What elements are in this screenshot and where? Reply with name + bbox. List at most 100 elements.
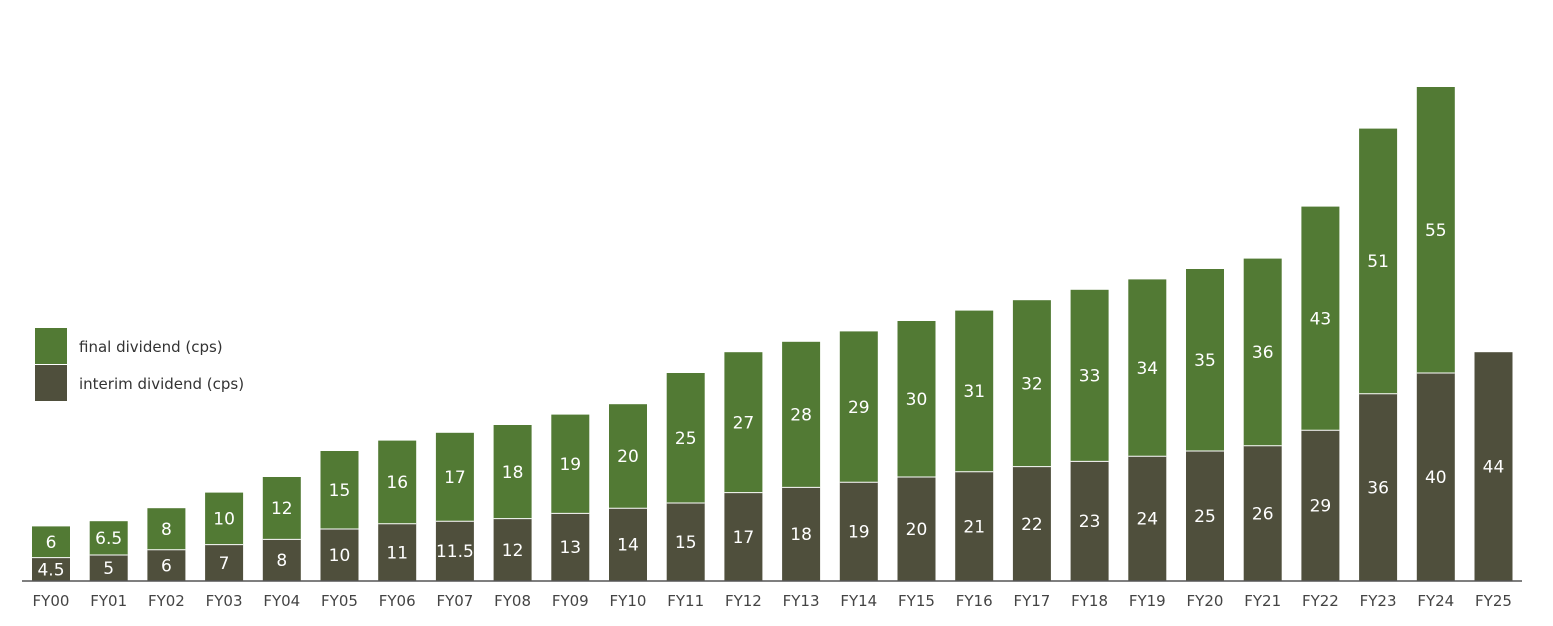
data-label-final-FY10: 20 <box>617 447 639 467</box>
legend-item-final: final dividend (cps) <box>35 328 275 365</box>
bar-interim-FY20 <box>1186 451 1224 581</box>
bar-final-FY22 <box>1301 206 1340 431</box>
data-label-final-FY17: 32 <box>1021 374 1043 394</box>
x-tick-label-FY03: FY03 <box>206 592 243 610</box>
x-tick-label-FY16: FY16 <box>956 592 993 610</box>
x-tick-label-FY22: FY22 <box>1302 592 1339 610</box>
data-label-final-FY18: 33 <box>1079 367 1101 387</box>
data-label-final-FY11: 25 <box>675 429 697 449</box>
data-label-final-FY23: 51 <box>1367 252 1389 272</box>
bar-interim-FY05 <box>320 529 359 581</box>
data-label-final-FY07: 17 <box>444 468 466 488</box>
bar-final-FY01 <box>89 521 128 555</box>
data-label-final-FY19: 34 <box>1136 359 1158 379</box>
data-label-interim-FY16: 21 <box>963 517 985 537</box>
data-label-interim-FY22: 29 <box>1310 497 1332 517</box>
x-tick-label-FY10: FY10 <box>610 592 647 610</box>
bar-final-FY17 <box>1012 300 1051 467</box>
data-label-interim-FY23: 36 <box>1367 478 1389 498</box>
bar-final-FY23 <box>1359 128 1398 394</box>
data-label-final-FY24: 55 <box>1425 221 1447 241</box>
data-label-final-FY05: 15 <box>329 481 351 501</box>
bar-final-FY12 <box>724 352 763 493</box>
bar-final-FY05 <box>320 451 359 529</box>
bar-interim-FY23 <box>1359 393 1398 581</box>
data-label-final-FY02: 8 <box>161 520 172 540</box>
data-label-interim-FY17: 22 <box>1021 515 1043 535</box>
bar-final-FY21 <box>1243 258 1282 446</box>
bar-final-FY04 <box>262 477 301 540</box>
data-label-interim-FY20: 25 <box>1194 507 1216 527</box>
data-label-final-FY01: 6.5 <box>95 529 122 549</box>
bar-final-FY16 <box>955 310 994 472</box>
bar-interim-FY14 <box>839 482 878 581</box>
data-label-final-FY09: 19 <box>559 455 581 475</box>
x-tick-label-FY17: FY17 <box>1013 592 1050 610</box>
data-label-interim-FY18: 23 <box>1079 512 1101 532</box>
bar-final-FY06 <box>378 440 417 524</box>
legend-label-final: final dividend (cps) <box>79 338 223 356</box>
data-label-interim-FY00: 4.5 <box>37 560 64 580</box>
bar-interim-FY09 <box>551 513 590 581</box>
bar-interim-FY08 <box>493 518 532 581</box>
data-label-interim-FY19: 24 <box>1136 510 1158 530</box>
bar-interim-FY10 <box>609 508 647 581</box>
x-tick-label-FY15: FY15 <box>898 592 935 610</box>
data-label-final-FY03: 10 <box>213 510 235 530</box>
data-label-final-FY13: 28 <box>790 406 812 426</box>
legend-swatch-final <box>35 328 67 364</box>
bar-final-FY24 <box>1416 87 1455 373</box>
data-label-interim-FY03: 7 <box>219 554 230 574</box>
x-tick-label-FY23: FY23 <box>1360 592 1397 610</box>
data-label-interim-FY13: 18 <box>790 525 812 545</box>
data-label-final-FY21: 36 <box>1252 343 1274 363</box>
data-label-interim-FY11: 15 <box>675 533 697 553</box>
data-label-final-FY15: 30 <box>906 390 928 410</box>
x-tick-label-FY01: FY01 <box>90 592 127 610</box>
bar-final-FY02 <box>147 508 186 550</box>
bar-final-FY03 <box>205 492 244 545</box>
legend-label-interim: interim dividend (cps) <box>79 375 245 393</box>
data-label-interim-FY15: 20 <box>906 520 928 540</box>
bar-interim-FY19 <box>1128 456 1167 581</box>
x-tick-label-FY19: FY19 <box>1129 592 1166 610</box>
bar-interim-FY24 <box>1416 373 1455 581</box>
bar-final-FY19 <box>1128 279 1167 457</box>
x-tick-label-FY08: FY08 <box>494 592 531 610</box>
bar-interim-FY22 <box>1301 430 1340 581</box>
data-label-final-FY06: 16 <box>386 473 408 493</box>
bar-interim-FY21 <box>1243 445 1282 581</box>
data-label-interim-FY12: 17 <box>733 528 755 548</box>
data-label-final-FY14: 29 <box>848 398 870 418</box>
legend: final dividend (cps) interim dividend (c… <box>35 328 275 402</box>
data-label-interim-FY10: 14 <box>617 536 639 556</box>
data-label-interim-FY24: 40 <box>1425 468 1447 488</box>
bar-final-FY18 <box>1070 289 1109 462</box>
x-tick-label-FY00: FY00 <box>33 592 70 610</box>
bar-interim-FY25 <box>1474 352 1513 581</box>
bar-interim-FY18 <box>1070 461 1109 581</box>
x-tick-label-FY12: FY12 <box>725 592 762 610</box>
data-label-final-FY20: 35 <box>1194 351 1216 371</box>
bar-interim-FY00 <box>32 557 70 581</box>
data-label-final-FY12: 27 <box>733 413 755 433</box>
bar-final-FY14 <box>839 331 878 483</box>
data-label-final-FY00: 6 <box>46 533 57 553</box>
bar-interim-FY01 <box>89 555 128 581</box>
legend-swatch-interim <box>35 365 67 401</box>
x-tick-label-FY06: FY06 <box>379 592 416 610</box>
bar-interim-FY03 <box>205 544 244 581</box>
bar-interim-FY02 <box>147 549 186 581</box>
data-label-final-FY22: 43 <box>1310 309 1332 329</box>
bar-interim-FY13 <box>782 487 821 581</box>
x-tick-label-FY21: FY21 <box>1244 592 1281 610</box>
data-label-final-FY16: 31 <box>963 382 985 402</box>
data-label-interim-FY25: 44 <box>1483 458 1505 478</box>
bar-final-FY20 <box>1186 269 1224 451</box>
x-tick-label-FY18: FY18 <box>1071 592 1108 610</box>
data-label-interim-FY01: 5 <box>103 559 114 579</box>
bar-final-FY11 <box>666 373 705 503</box>
bar-final-FY13 <box>782 341 821 488</box>
bar-interim-FY12 <box>724 492 763 581</box>
